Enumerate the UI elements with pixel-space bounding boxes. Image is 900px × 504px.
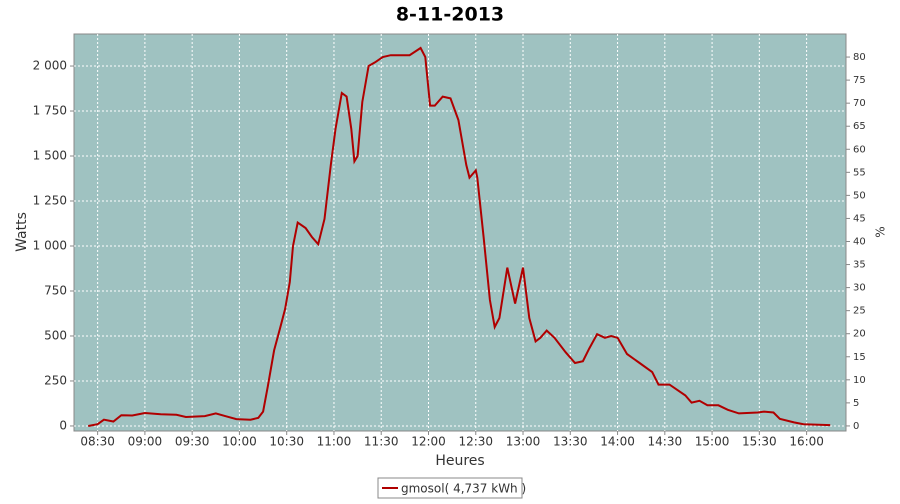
y2-tick-label: 15 xyxy=(853,352,866,363)
x-tick-label: 10:00 xyxy=(222,435,257,449)
y-axis-label: Watts xyxy=(14,212,30,252)
chart-title: 8-11-2013 xyxy=(396,4,504,26)
y2-axis-label: % xyxy=(874,226,888,237)
y-tick-label: 1 750 xyxy=(33,104,67,118)
legend-label: gmosol( 4,737 kWh ) xyxy=(401,482,526,496)
x-tick-label: 15:30 xyxy=(742,435,777,449)
x-tick-label: 12:30 xyxy=(458,435,493,449)
y2-tick-label: 30 xyxy=(853,283,866,294)
x-tick-label: 14:30 xyxy=(648,435,683,449)
y-tick-label: 0 xyxy=(59,418,67,432)
x-tick-label: 12:00 xyxy=(411,435,446,449)
y2-tick-label: 10 xyxy=(853,375,866,386)
y2-tick-label: 55 xyxy=(853,167,866,178)
x-axis-label: Heures xyxy=(435,453,484,469)
x-tick-label: 14:00 xyxy=(600,435,635,449)
y-tick-label: 1 500 xyxy=(33,149,67,163)
y2-tick-label: 70 xyxy=(853,98,866,109)
y-tick-label: 250 xyxy=(44,373,67,387)
y2-tick-label: 65 xyxy=(853,121,866,132)
y2-tick-label: 80 xyxy=(853,52,866,63)
x-tick-label: 09:00 xyxy=(128,435,163,449)
x-tick-label: 13:30 xyxy=(553,435,588,449)
y2-tick-label: 5 xyxy=(853,398,859,409)
y-tick-label: 1 250 xyxy=(33,194,67,208)
y2-tick-label: 45 xyxy=(853,213,866,224)
data-line xyxy=(88,46,831,427)
legend-box xyxy=(377,477,523,499)
x-tick-label: 16:00 xyxy=(789,435,824,449)
x-tick-label: 13:00 xyxy=(506,435,541,449)
y2-tick-label: 0 xyxy=(853,421,859,432)
y-tick-label: 500 xyxy=(44,328,67,342)
y2-tick-label: 60 xyxy=(853,144,866,155)
x-tick-label: 09:30 xyxy=(175,435,210,449)
y2-tick-label: 25 xyxy=(853,306,866,317)
y-tick-label: 1 000 xyxy=(33,238,67,252)
plot-area xyxy=(73,33,847,432)
y2-tick-label: 75 xyxy=(853,75,866,86)
x-tick-label: 08:30 xyxy=(80,435,115,449)
x-tick-label: 10:30 xyxy=(269,435,304,449)
x-tick-label: 15:00 xyxy=(695,435,730,449)
y2-tick-label: 50 xyxy=(853,190,866,201)
y2-tick-label: 20 xyxy=(853,329,866,340)
y2-tick-label: 35 xyxy=(853,260,866,271)
x-tick-label: 11:00 xyxy=(317,435,352,449)
y2-tick-label: 40 xyxy=(853,236,866,247)
y-tick-label: 2 000 xyxy=(33,59,67,73)
x-tick-label: 11:30 xyxy=(364,435,399,449)
y-tick-label: 750 xyxy=(44,283,67,297)
